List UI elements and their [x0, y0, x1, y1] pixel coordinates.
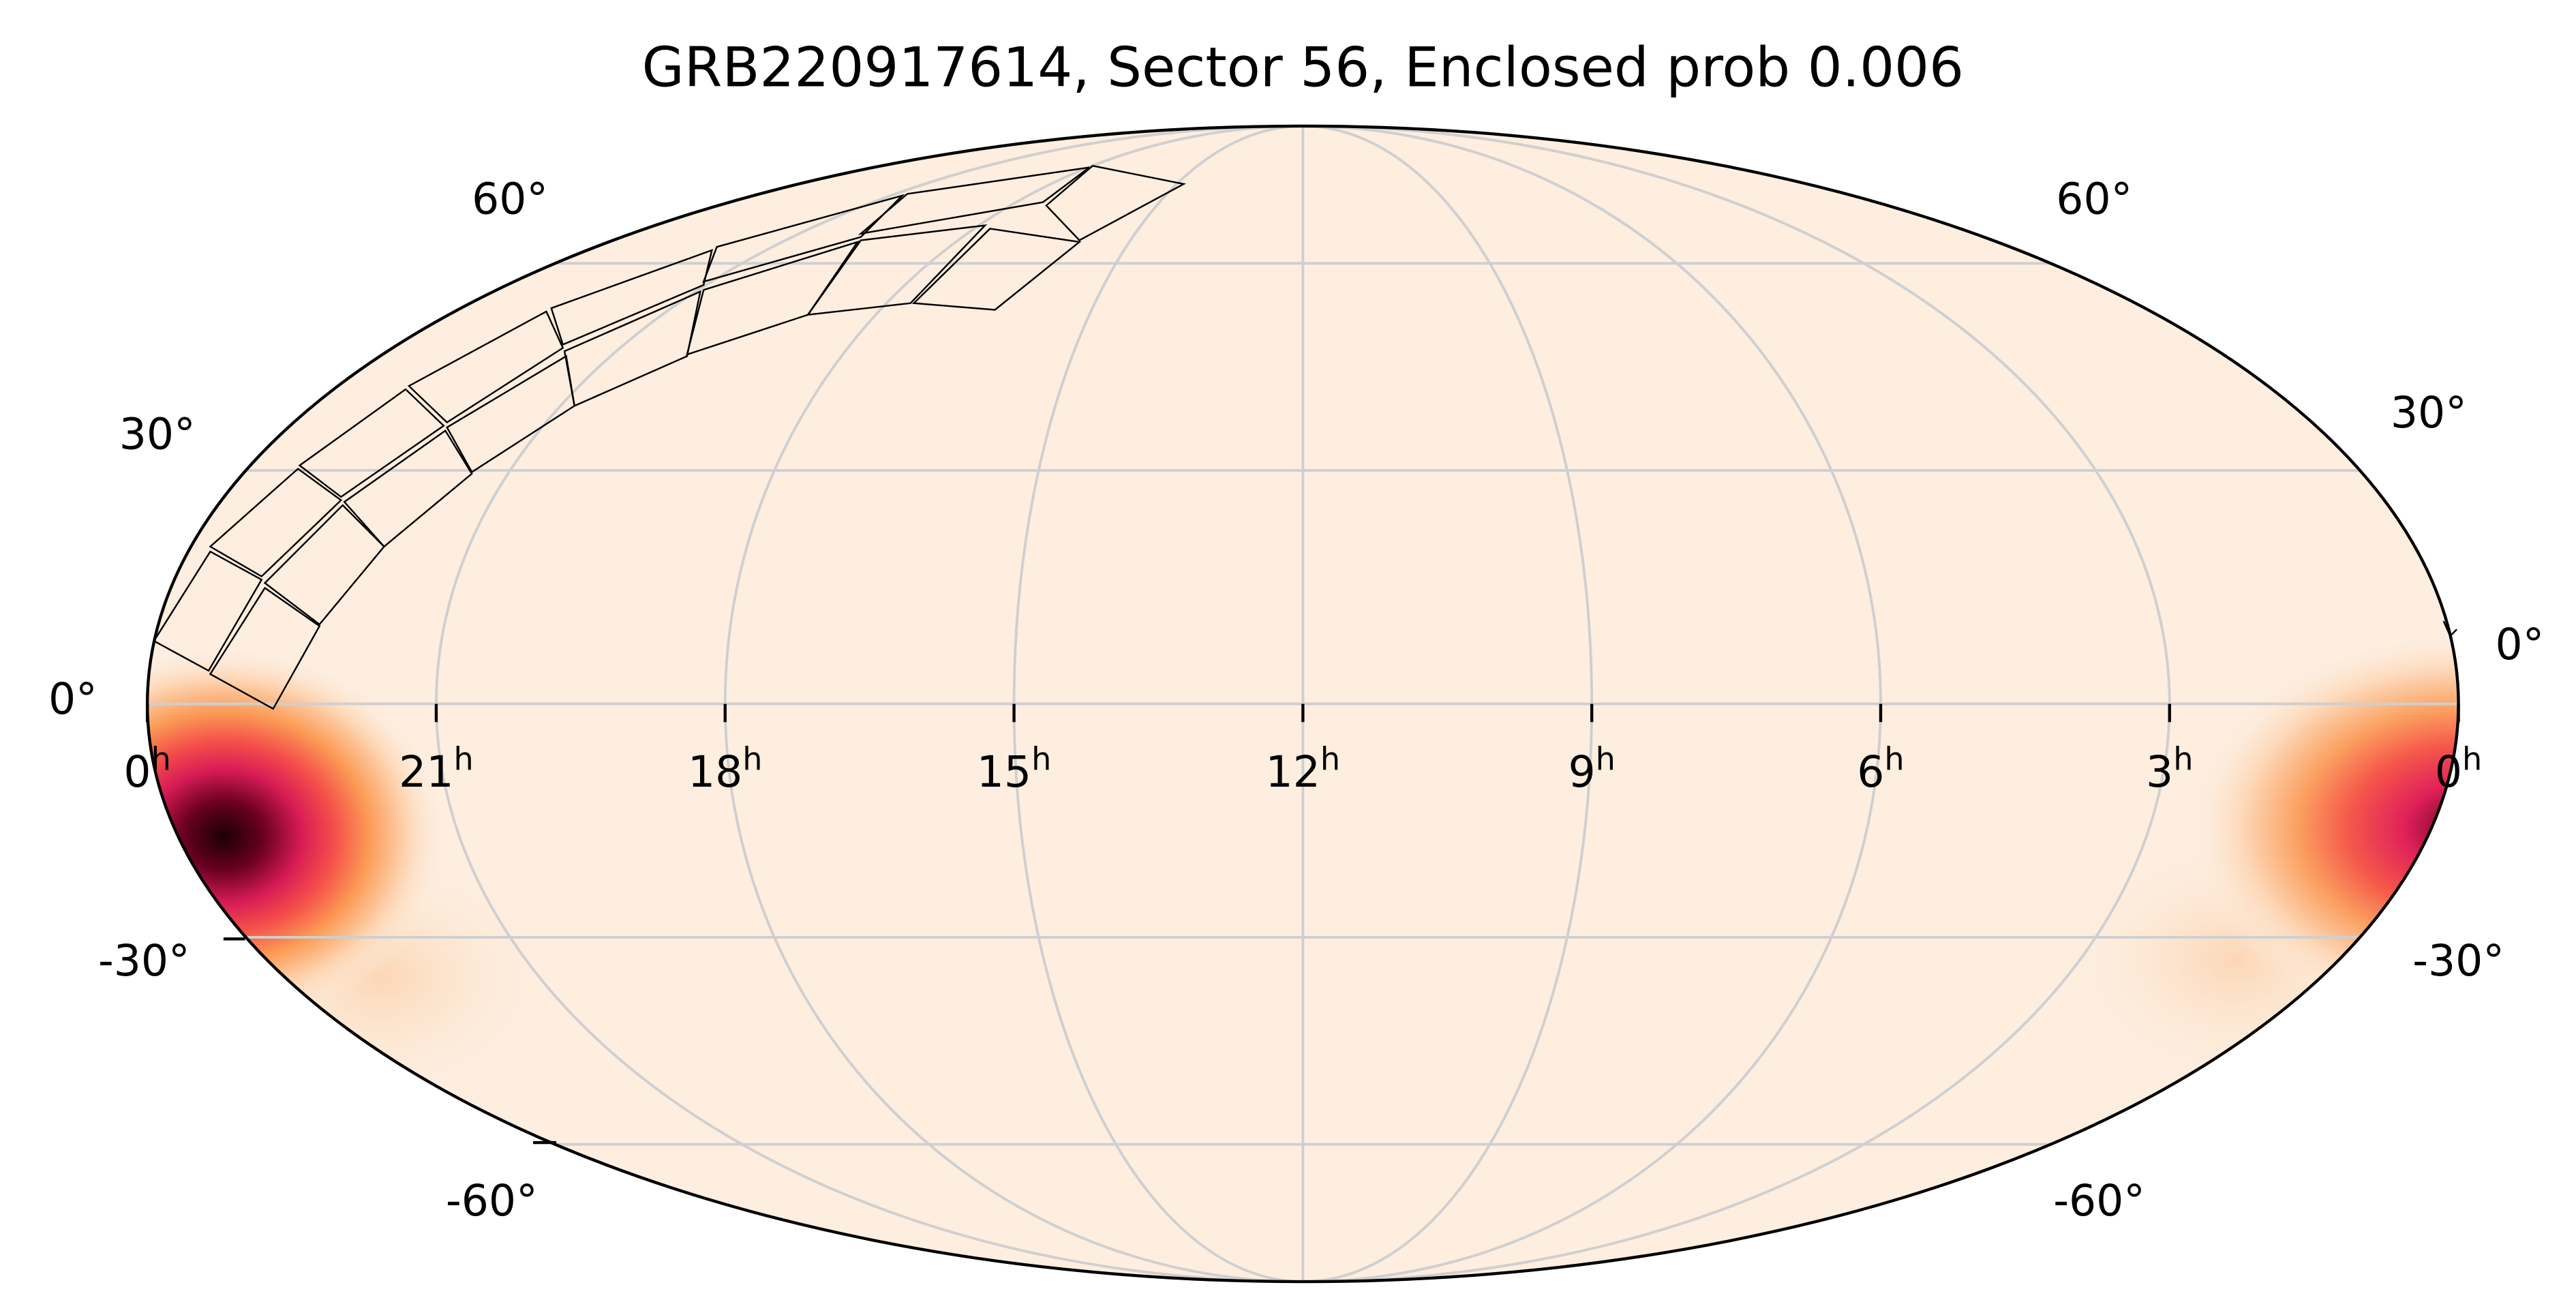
y-tick-label: -60° — [2053, 1175, 2145, 1226]
y-tick-label: -60° — [446, 1175, 538, 1226]
x-tick-label: 12h — [1266, 741, 1341, 797]
x-tick-label: 0h — [2435, 741, 2482, 797]
y-tick-label: 30° — [2391, 387, 2467, 438]
y-tick-label: 0° — [2496, 619, 2545, 669]
x-tick-label: 0h — [123, 741, 170, 797]
x-tick-label: 9h — [1568, 741, 1615, 797]
footprints — [153, 164, 2457, 710]
y-tick-label: -30° — [2412, 935, 2504, 986]
chart-title: GRB220917614, Sector 56, Enclosed prob 0… — [642, 36, 1964, 100]
y-tick-label: 30° — [119, 409, 196, 459]
x-tick-label: 15h — [977, 741, 1052, 797]
y-tick-label: -30° — [98, 935, 190, 986]
y-tick-label: 60° — [2056, 174, 2132, 224]
y-tick-label: 0° — [48, 674, 97, 724]
y-tick-label: 60° — [472, 174, 548, 224]
x-tick-label: 6h — [1857, 741, 1904, 797]
x-tick-label: 21h — [399, 741, 474, 797]
x-tick-label: 18h — [688, 741, 763, 797]
x-tick-label: 3h — [2146, 741, 2193, 797]
